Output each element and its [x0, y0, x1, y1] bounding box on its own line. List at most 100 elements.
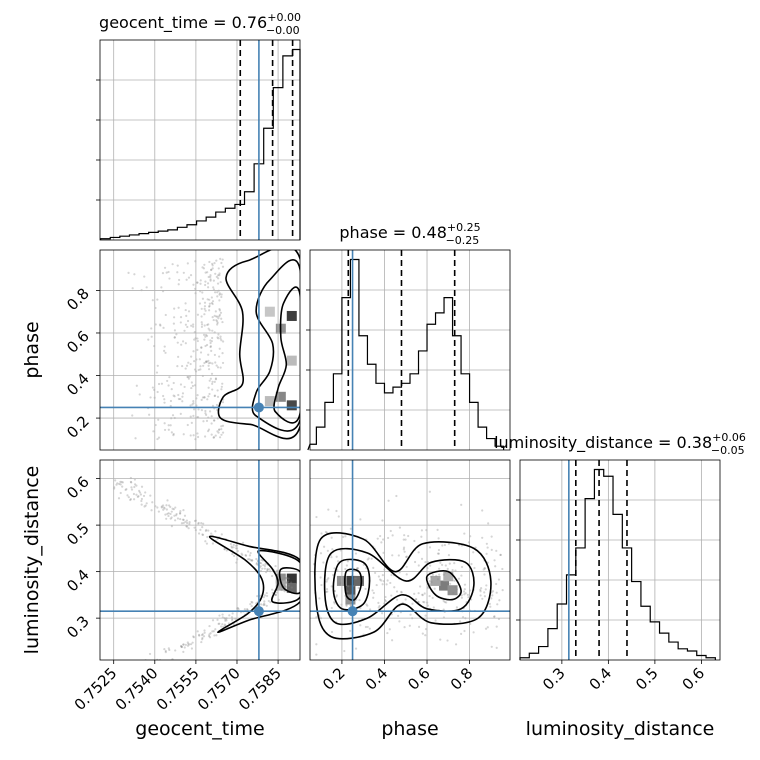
- sample-point: [250, 600, 253, 604]
- sample-point: [327, 508, 330, 511]
- sample-point: [437, 552, 440, 555]
- sample-point: [386, 579, 389, 582]
- sample-point: [198, 634, 201, 637]
- sample-point: [481, 597, 484, 600]
- sample-point: [319, 552, 323, 555]
- sample-point: [127, 671, 129, 673]
- sample-point: [260, 603, 263, 606]
- sample-point: [231, 552, 234, 556]
- sample-point: [182, 271, 185, 274]
- sample-point: [166, 379, 169, 383]
- sample-point: [250, 559, 254, 562]
- sample-point: [447, 542, 450, 545]
- sample-point: [148, 413, 151, 416]
- sample-point: [157, 418, 160, 421]
- sample-point: [191, 403, 194, 406]
- x-tick-label: 0.7555: [153, 664, 203, 714]
- sample-point: [206, 323, 209, 327]
- sample-point: [330, 536, 333, 539]
- sample-point: [168, 376, 171, 379]
- sample-point: [325, 590, 328, 594]
- sample-point: [264, 562, 267, 566]
- sample-point: [244, 553, 247, 557]
- sample-point: [274, 593, 277, 597]
- sample-point: [215, 364, 218, 367]
- sample-point: [145, 286, 148, 289]
- title-minus: −0.25: [446, 234, 480, 247]
- sample-point: [461, 615, 465, 619]
- sample-point: [413, 560, 417, 564]
- sample-point: [223, 547, 226, 551]
- sample-point: [287, 577, 290, 580]
- sample-point: [203, 305, 207, 308]
- sample-point: [322, 545, 326, 548]
- sample-point: [221, 613, 224, 616]
- sample-point: [422, 600, 425, 604]
- panel-frame: [309, 459, 511, 661]
- sample-point: [114, 687, 116, 689]
- sample-point: [201, 636, 204, 640]
- sample-point: [460, 503, 463, 506]
- sample-point: [366, 604, 369, 607]
- sample-point: [172, 432, 175, 436]
- sample-point: [173, 336, 176, 339]
- sample-point: [167, 647, 170, 650]
- title-plus: +0.00: [267, 11, 301, 24]
- sample-point: [203, 324, 206, 327]
- sample-point: [481, 509, 484, 512]
- title-minus: −0.05: [711, 444, 745, 457]
- sample-point: [214, 530, 217, 533]
- sample-point: [183, 329, 186, 332]
- sample-point: [364, 625, 368, 629]
- sample-point: [190, 381, 193, 384]
- sample-point: [463, 588, 466, 591]
- sample-point: [440, 563, 444, 566]
- sample-point: [170, 516, 173, 519]
- sample-point: [237, 608, 240, 611]
- sample-point: [211, 382, 214, 385]
- sample-point: [171, 263, 174, 266]
- sample-point: [356, 567, 359, 570]
- contour-level: [273, 286, 300, 424]
- sample-point: [215, 319, 218, 322]
- sample-point: [488, 602, 491, 606]
- sample-point: [192, 414, 195, 417]
- sample-point: [192, 635, 195, 638]
- sample-point: [161, 272, 165, 275]
- contour-level: [314, 532, 492, 640]
- sample-point: [135, 484, 138, 487]
- sample-point: [216, 315, 219, 318]
- sample-point: [218, 273, 221, 277]
- sample-point: [453, 579, 456, 582]
- sample-point: [262, 603, 265, 607]
- sample-point: [220, 295, 223, 299]
- sample-point: [424, 627, 428, 631]
- sample-point: [203, 631, 206, 634]
- sample-point: [217, 274, 220, 277]
- sample-point: [163, 266, 167, 269]
- sample-point: [197, 521, 200, 525]
- sample-point: [233, 554, 236, 557]
- sample-point: [324, 530, 327, 534]
- sample-point: [474, 546, 477, 549]
- sample-point: [211, 619, 215, 622]
- sample-point: [147, 338, 150, 341]
- sample-point: [342, 535, 345, 539]
- sample-point: [428, 490, 431, 493]
- sample-point: [188, 522, 191, 526]
- sample-point: [167, 512, 170, 515]
- sample-point: [405, 555, 408, 558]
- sample-point: [200, 409, 204, 412]
- title-minus: −0.00: [266, 24, 300, 37]
- sample-point: [135, 384, 138, 387]
- sample-point: [207, 428, 211, 431]
- sample-point: [200, 315, 203, 318]
- sample-point: [256, 594, 259, 598]
- panel-frame: [99, 459, 301, 661]
- sample-point: [200, 398, 203, 401]
- sample-point: [263, 567, 266, 570]
- sample-point: [162, 662, 164, 664]
- sample-point: [442, 599, 445, 602]
- sample-point: [283, 584, 286, 588]
- sample-point: [131, 287, 134, 290]
